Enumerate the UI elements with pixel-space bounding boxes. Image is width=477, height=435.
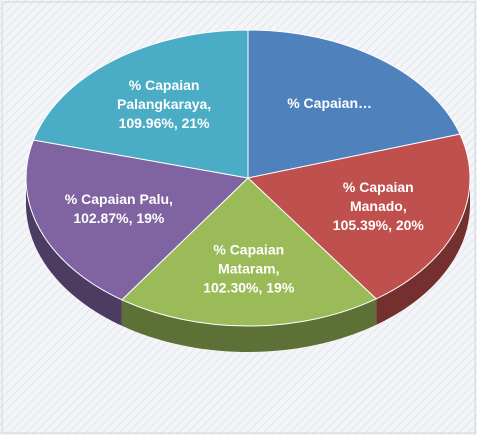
pie-side — [121, 298, 377, 352]
pie-slice — [247, 29, 461, 179]
data-label: 105.39%, 20% — [333, 217, 425, 233]
pie-slice — [25, 139, 250, 301]
data-label: Manado, — [350, 198, 407, 214]
pie-sides — [26, 178, 470, 352]
pie-tops — [25, 29, 471, 327]
data-label: Mataram, — [218, 260, 279, 276]
data-label: % Capaian — [343, 179, 414, 195]
data-label: % Capaian… — [287, 95, 372, 111]
pie-side — [26, 178, 122, 326]
data-label: % Capaian — [129, 77, 200, 93]
pie-slice — [121, 177, 378, 327]
pie-side — [376, 178, 470, 325]
data-label: 102.87%, 19% — [73, 210, 165, 226]
data-label: 109.96%, 21% — [119, 115, 211, 131]
pie-slice — [246, 133, 471, 300]
data-label: Palangkaraya, — [117, 96, 211, 112]
data-labels: % Capaian… % Capaian Manado, 105.39%, 20% % … — [65, 77, 425, 296]
data-label: 102.30%, 19% — [203, 279, 295, 295]
data-label: % Capaian — [213, 241, 284, 257]
data-label: % Capaian Palu, — [65, 191, 173, 207]
pie-slice — [32, 29, 249, 179]
